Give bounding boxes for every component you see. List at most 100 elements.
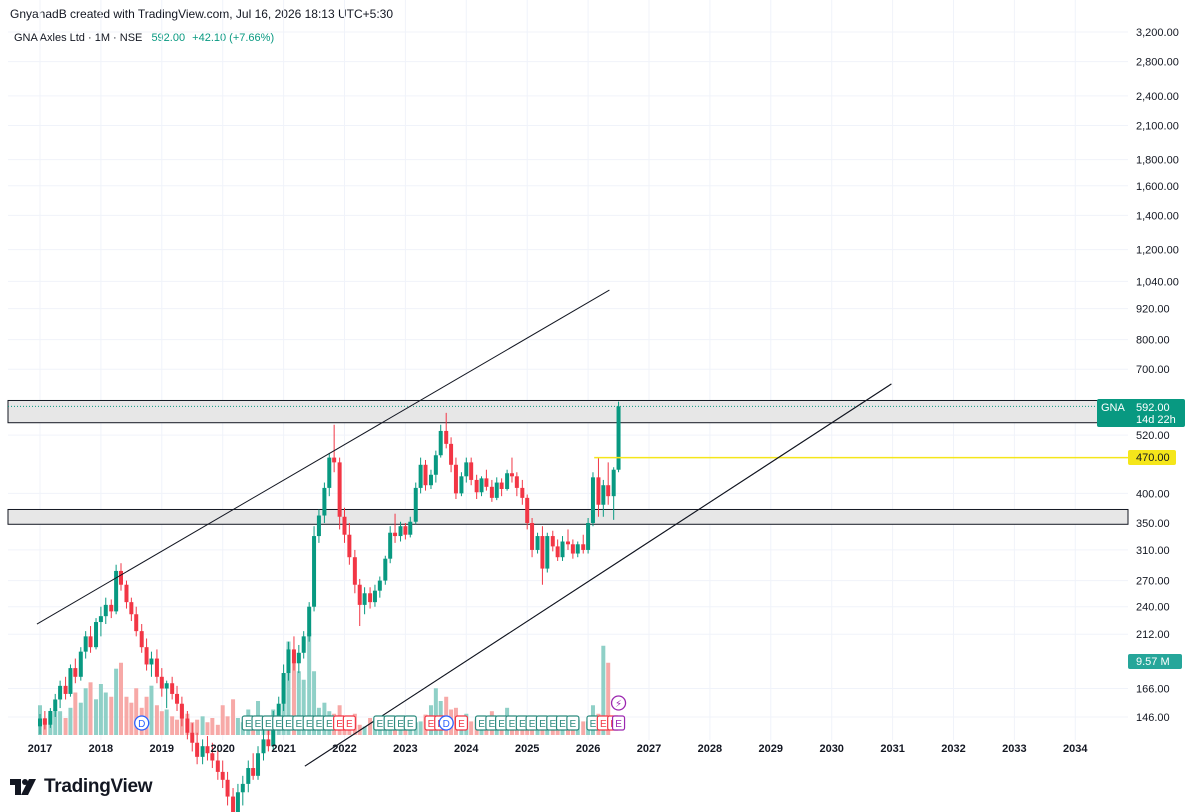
candle-body [281,673,286,704]
candle-body [525,497,530,524]
bar-countdown-tag: 14d 22h [1136,414,1176,426]
symbol-tag: GNA [1101,402,1126,414]
candle-body [296,652,301,664]
candle-body [499,482,504,489]
volume-bar [175,719,180,735]
earnings-badge: E [265,719,272,730]
candle-body [256,753,261,776]
split-badge-icon: ⚡ [615,699,622,710]
candle-body [342,516,347,535]
price-tick-label: 2,400.00 [1136,91,1179,103]
candle-body [560,541,565,558]
earnings-badge: E [615,719,622,730]
volume-bar [83,688,88,735]
time-tick-label: 2020 [210,743,234,755]
earnings-badge: E [549,719,556,730]
last-price-tag: 592.00 [1136,402,1170,414]
price-tick-label: 2,100.00 [1136,120,1179,132]
candle-body [149,658,154,665]
volume-bar [144,696,149,735]
chart-credit: GnyanadB created with TradingView.com, J… [10,7,394,21]
candle-body [114,570,119,612]
price-tick-label: 400.00 [1136,488,1170,500]
candle-body [505,473,510,489]
candle-body [103,604,108,617]
price-tick-label: 146.00 [1136,712,1170,724]
time-tick-label: 2033 [1002,743,1026,755]
candle-body [616,406,621,470]
candle-body [469,462,474,480]
volume-bar [469,721,474,735]
time-tick-label: 2027 [637,743,661,755]
volume-bar [154,705,159,735]
candle-body [225,779,230,797]
time-tick-label: 2031 [880,743,904,755]
candle-body [68,668,73,694]
time-tick-label: 2025 [515,743,539,755]
legend-change: +42.10 (+7.66%) [192,32,275,44]
volume-bar [312,671,317,735]
event-badges: EEEEEEEEEEEEEEEEEEEEEEEEEEEEEEEDD⚡E [134,695,627,731]
volume-bar [78,702,83,735]
candle-body [235,792,240,812]
candle-body [185,718,190,733]
volume-bar [124,696,129,735]
volume-bar [73,692,78,735]
candle-body [88,636,93,648]
candle-body [53,699,58,712]
price-tick-label: 700.00 [1136,364,1170,376]
earnings-badge: E [326,719,333,730]
tradingview-brand: TradingView [10,776,153,798]
time-axis[interactable]: 2017 2018 2019 2020 2021 2022 2023 2024 2025 2026… [28,743,1089,755]
candle-body [220,771,225,780]
volume-bar [210,718,215,735]
earnings-badge: E [407,719,414,730]
volume-bar [235,718,240,735]
candle-body [322,487,327,516]
time-tick-label: 2017 [28,743,52,755]
symbol-price-tag-bg [1097,399,1185,427]
earnings-badge: E [285,719,292,730]
candle-body [48,711,53,725]
earnings-badge: E [559,719,566,730]
candle-body [368,593,373,603]
earnings-badge-bg [454,715,469,731]
candle-body [398,526,403,537]
earnings-badge: E [498,719,505,730]
candle-body [73,668,78,677]
volume-bar [286,641,291,735]
volume-bar [170,716,175,735]
earnings-badge: E [397,719,404,730]
price-tick-label: 166.00 [1136,684,1170,696]
candle-body [266,739,271,747]
candle-body [566,541,571,545]
earnings-badge-bg [611,715,626,731]
candle-body [474,479,479,493]
time-tick-label: 2023 [393,743,417,755]
candle-body [327,457,332,488]
earnings-badge: E [478,719,485,730]
candle-body [78,651,83,677]
candle-body [383,558,388,581]
candle-body [210,753,215,761]
candle-body [530,523,535,550]
candle-body [179,703,184,719]
candle-body [159,676,164,689]
price-tick-label: 1,040.00 [1136,276,1179,288]
volume-bar [215,724,220,735]
candle-body [231,796,236,812]
earnings-badge: E [336,719,343,730]
earnings-badge: E [387,719,394,730]
earnings-badge: E [539,719,546,730]
time-tick-label: 2019 [150,743,174,755]
candle-body [372,590,377,603]
dividend-badge-bg [438,715,454,731]
candle-body [109,604,114,612]
volume-bar [88,682,93,735]
price-tick-label: 1,800.00 [1136,155,1179,167]
earnings-badge: E [529,719,536,730]
time-tick-label: 2032 [941,743,965,755]
earnings-badge-bg [566,715,580,731]
price-axis[interactable]: 3,200.00 2,800.00 2,400.00 2,100.00 1,800.00… [1136,27,1179,724]
